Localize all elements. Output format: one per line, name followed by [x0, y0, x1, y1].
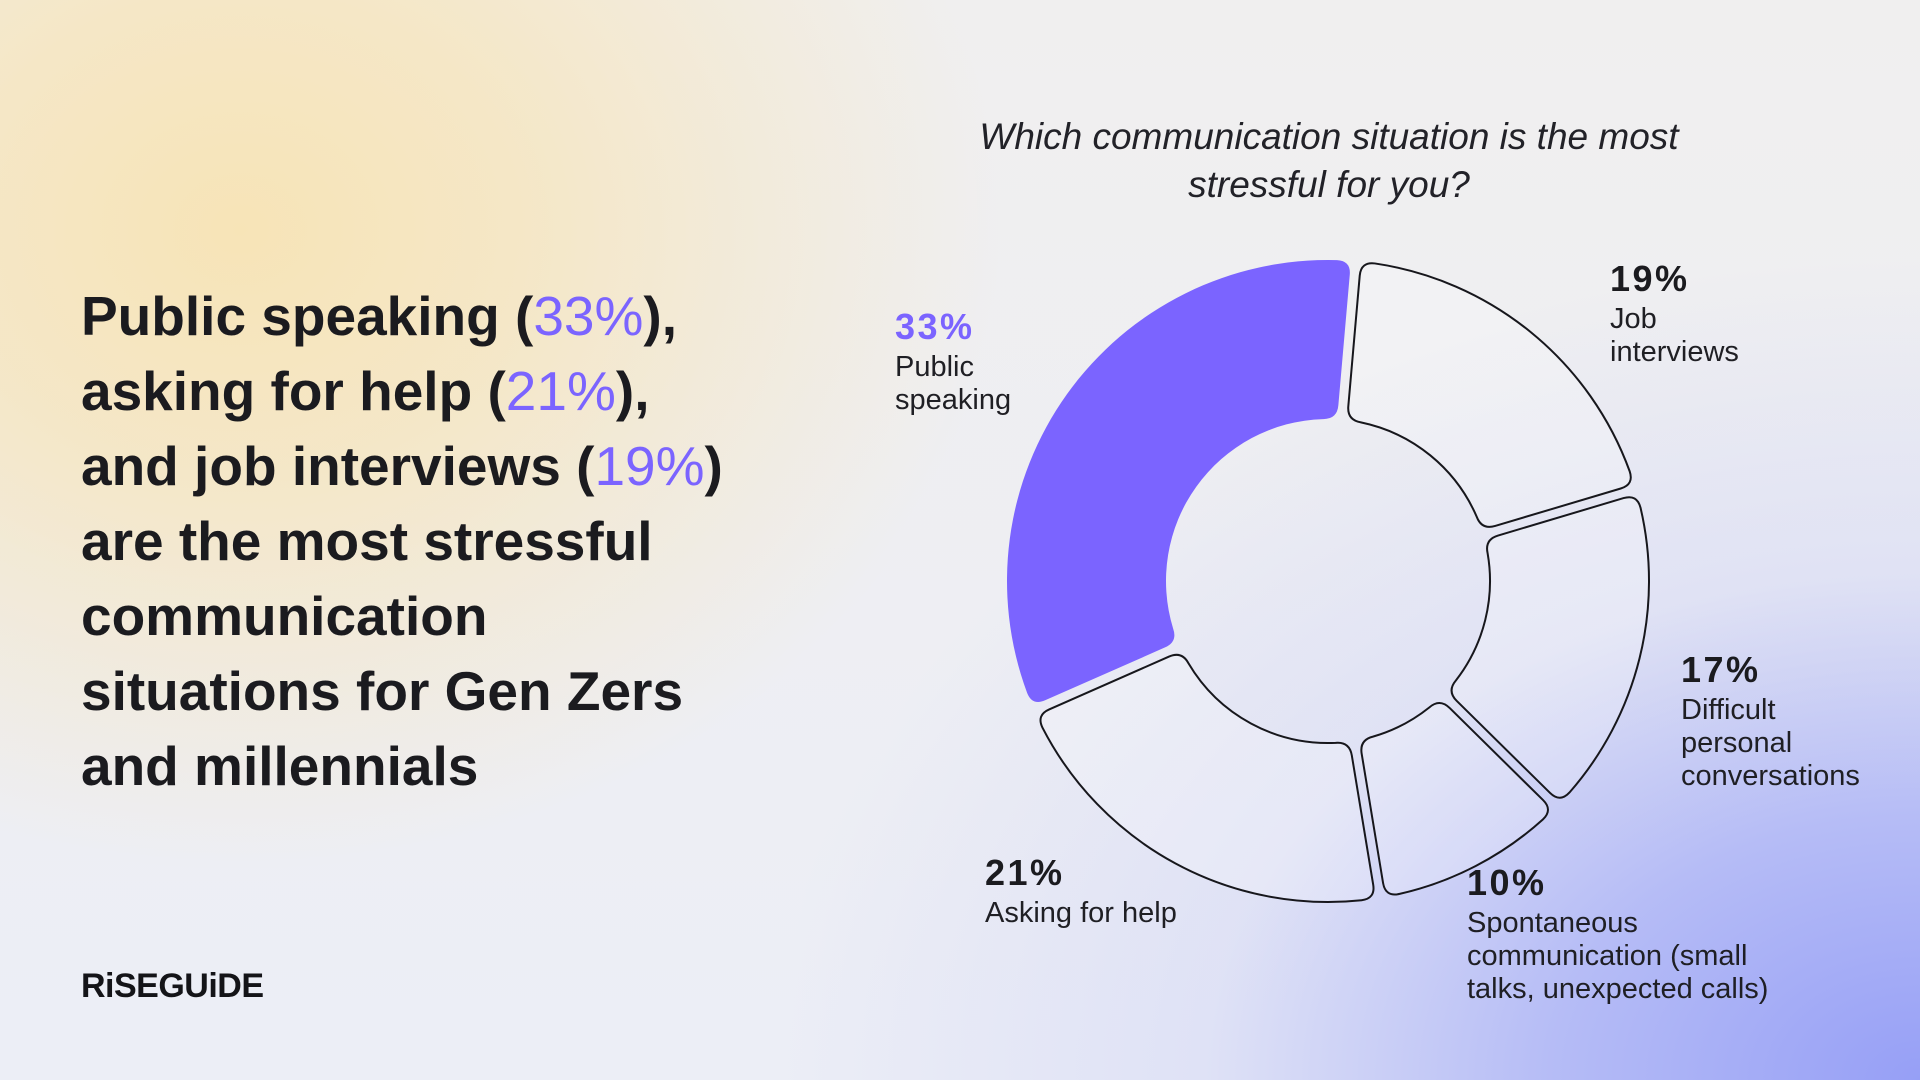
slice-difficult-personal-conversations [1450, 496, 1650, 799]
headline-text: asking for help ( [81, 360, 506, 422]
brand-logo: RiSEGUiDE [81, 967, 264, 1005]
slice-spontaneous-communication [1360, 702, 1549, 896]
slice-category-label: Spontaneous communication (small talks, … [1467, 907, 1769, 1005]
chart-title: Which communication situation is the mos… [979, 116, 1679, 205]
slice-label-asking-for-help: 21% Asking for help [985, 853, 1245, 930]
slice-value-label: 33% [895, 306, 975, 347]
slice-label-spontaneous-communication: 10% Spontaneous communication (small tal… [1467, 863, 1787, 1006]
headline-line: communication [81, 579, 723, 654]
slice-value-label: 19% [1610, 258, 1690, 299]
slice-category-label: Asking for help [985, 897, 1177, 929]
slice-label-public-speaking: 33% Public speaking [895, 307, 1045, 417]
headline-percent: 21% [505, 360, 616, 422]
donut-chart [1007, 260, 1650, 903]
headline-line: situations for Gen Zers [81, 654, 723, 729]
slice-value-label: 21% [985, 852, 1065, 893]
headline-text: are the most stressful [81, 510, 653, 572]
headline-text: situations for Gen Zers [81, 660, 684, 722]
headline-line: and millennials [81, 729, 723, 804]
headline-text: ), [615, 360, 650, 422]
headline-text: and job interviews ( [81, 435, 595, 497]
slice-value-label: 17% [1681, 649, 1761, 690]
headline: Public speaking (33%), asking for help (… [81, 279, 723, 804]
headline-line: asking for help (21%), [81, 354, 723, 429]
headline-text: and millennials [81, 735, 479, 797]
slice-public-speaking [1007, 260, 1350, 703]
headline-percent: 33% [533, 285, 644, 347]
headline-percent: 19% [594, 435, 705, 497]
slice-category-label: Difficult personal conversations [1681, 694, 1860, 792]
slice-job-interviews [1347, 262, 1632, 528]
headline-text: Public speaking ( [81, 285, 534, 347]
headline-text: communication [81, 585, 488, 647]
slice-label-job-interviews: 19% Job interviews [1610, 259, 1770, 369]
slice-asking-for-help [1039, 653, 1375, 903]
headline-line: Public speaking (33%), [81, 279, 723, 354]
slice-category-label: Job interviews [1610, 303, 1739, 368]
slice-label-difficult-conversations: 17% Difficult personal conversations [1681, 650, 1881, 793]
slice-category-label: Public speaking [895, 351, 1012, 416]
headline-text: ) [704, 435, 723, 497]
slice-value-label: 10% [1467, 862, 1547, 903]
headline-line: and job interviews (19%) [81, 429, 723, 504]
headline-text: ), [643, 285, 678, 347]
headline-line: are the most stressful [81, 504, 723, 579]
